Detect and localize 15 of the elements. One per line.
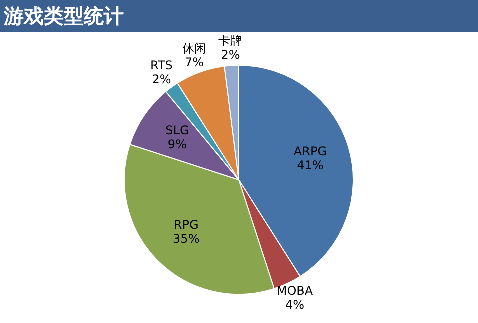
- slice-label: 休闲: [182, 41, 206, 56]
- data-label: 7%: [184, 55, 204, 70]
- data-label: 9%: [168, 137, 187, 152]
- slice-label: RTS: [150, 58, 173, 73]
- chart-title: 游戏类型统计: [2, 2, 124, 30]
- data-label: 4%: [285, 298, 305, 312]
- data-label: 41%: [297, 158, 324, 172]
- data-label: 35%: [173, 232, 200, 246]
- slice-label: ARPG: [294, 144, 328, 158]
- data-label: 2%: [152, 72, 172, 87]
- slice-label: MOBA: [276, 284, 314, 298]
- slice-label: 卡牌: [218, 34, 243, 48]
- slice-label: SLG: [166, 123, 190, 138]
- slice-label: RPG: [174, 218, 199, 232]
- data-label: 2%: [221, 48, 240, 62]
